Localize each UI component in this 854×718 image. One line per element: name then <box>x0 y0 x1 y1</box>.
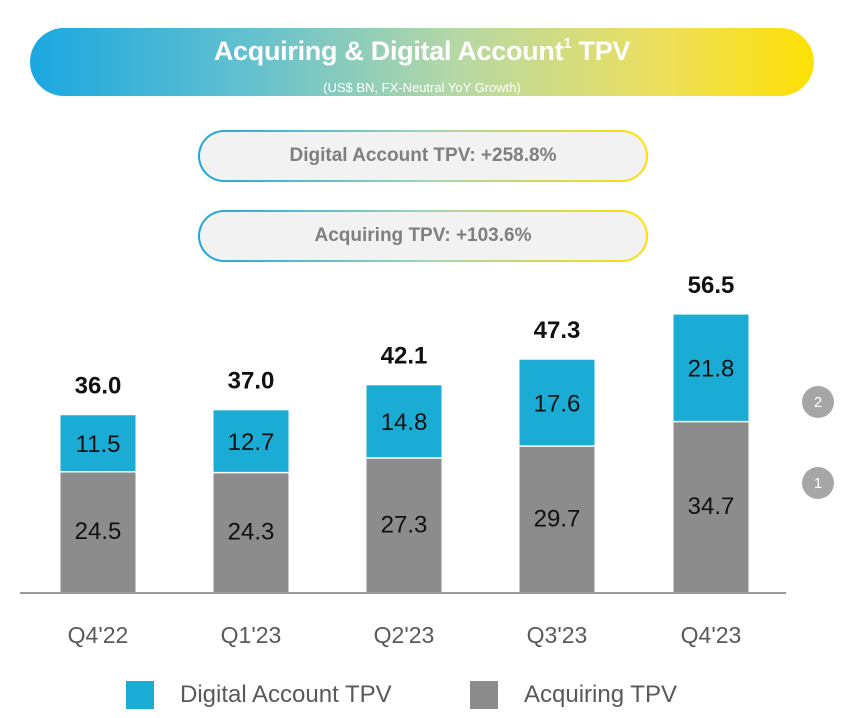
data-label-total: 37.0 <box>228 368 275 395</box>
bar-acquiring <box>213 472 289 592</box>
data-label-total: 56.5 <box>688 272 735 299</box>
bar-digital <box>366 385 442 458</box>
bar-acquiring <box>60 471 136 592</box>
bar-digital <box>519 359 595 447</box>
digital-growth-text: Digital Account TPV: +258.8% <box>200 132 646 180</box>
data-label-digital: 11.5 <box>76 431 121 458</box>
data-label-total: 42.1 <box>381 343 428 370</box>
bar-acquiring <box>519 446 595 592</box>
title-banner: Acquiring & Digital Account1 TPV (US$ BN… <box>30 28 814 96</box>
legend-item-acquiring: Acquiring TPV <box>470 680 677 710</box>
data-label-acquiring: 24.5 <box>75 518 122 545</box>
data-label-digital: 12.7 <box>228 429 275 456</box>
bar-digital <box>213 410 289 473</box>
data-label-total: 36.0 <box>75 373 122 400</box>
x-tick-label: Q1'23 <box>221 622 282 648</box>
legend-label-digital: Digital Account TPV <box>180 681 392 708</box>
x-tick-label: Q4'23 <box>681 622 742 648</box>
data-label-digital: 21.8 <box>688 355 735 382</box>
legend-swatch-digital <box>126 681 154 709</box>
data-label-acquiring: 24.3 <box>228 519 275 546</box>
acquiring-growth-text: Acquiring TPV: +103.6% <box>200 212 646 260</box>
bar-digital <box>60 415 136 472</box>
data-label-acquiring: 29.7 <box>534 505 581 532</box>
legend-label-acquiring: Acquiring TPV <box>524 681 677 708</box>
data-label-digital: 17.6 <box>534 390 581 417</box>
chart-title: Acquiring & Digital Account1 TPV <box>30 35 814 67</box>
bar-acquiring <box>673 421 749 592</box>
data-label-total: 47.3 <box>534 317 581 344</box>
title-footnote: 1 <box>563 35 572 52</box>
digital-growth-pill: Digital Account TPV: +258.8% <box>198 130 648 182</box>
footnote-badge-acquiring: 1 <box>802 467 834 499</box>
data-label-acquiring: 34.7 <box>688 493 735 520</box>
legend-item-digital: Digital Account TPV <box>126 680 392 710</box>
chart-subtitle: (US$ BN, FX-Neutral YoY Growth) <box>323 80 521 95</box>
data-label-acquiring: 27.3 <box>381 511 428 538</box>
x-tick-label: Q4'22 <box>68 622 129 648</box>
x-tick-label: Q2'23 <box>374 622 435 648</box>
acquiring-growth-pill: Acquiring TPV: +103.6% <box>198 210 648 262</box>
bar-acquiring <box>366 457 442 592</box>
title-suffix: TPV <box>578 36 631 66</box>
footnote-badge-digital: 2 <box>802 386 834 418</box>
title-text: Acquiring & Digital Account <box>213 36 564 66</box>
bar-digital <box>673 314 749 422</box>
x-tick-label: Q3'23 <box>527 622 588 648</box>
data-label-digital: 14.8 <box>381 409 428 436</box>
legend-swatch-acquiring <box>470 681 498 709</box>
